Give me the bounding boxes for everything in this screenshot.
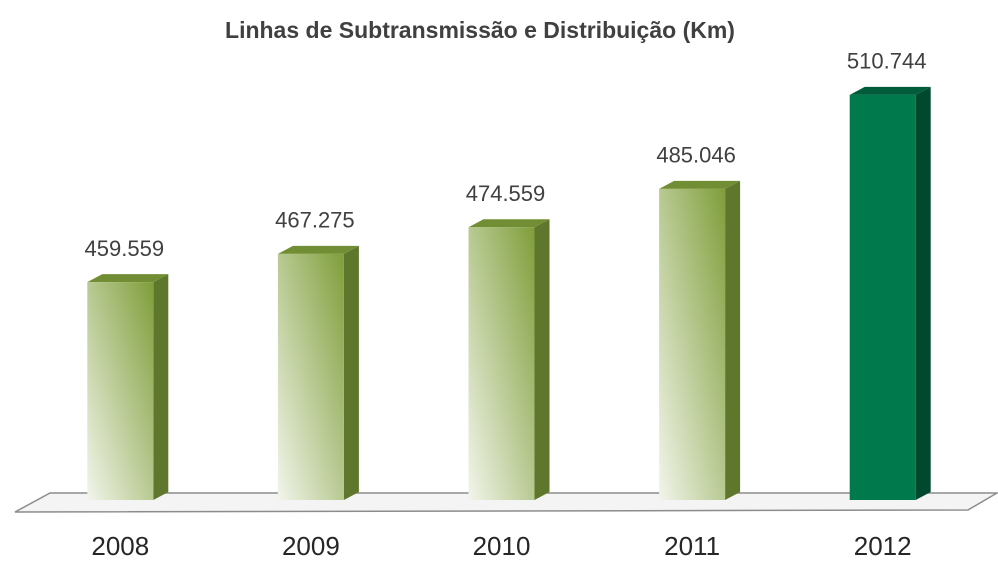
value-label: 459.559 bbox=[85, 236, 165, 261]
chart-title: Linhas de Subtransmissão e Distribuição … bbox=[225, 17, 735, 43]
x-tick-label: 2010 bbox=[473, 531, 531, 561]
bar-top bbox=[849, 86, 931, 95]
bar-side bbox=[534, 219, 550, 500]
x-tick-label: 2011 bbox=[664, 531, 720, 561]
x-tick-label: 2012 bbox=[854, 531, 912, 561]
x-tick-label: 2009 bbox=[282, 531, 340, 561]
bar bbox=[87, 282, 154, 500]
value-label: 485.046 bbox=[656, 143, 736, 168]
floor bbox=[14, 492, 998, 513]
bar-top bbox=[468, 219, 550, 228]
bar-side bbox=[725, 180, 741, 500]
bar-side bbox=[153, 274, 169, 500]
bar bbox=[849, 94, 916, 500]
value-label: 474.559 bbox=[466, 181, 546, 206]
bar bbox=[468, 227, 535, 500]
value-label: 467.275 bbox=[275, 208, 355, 233]
bar-side bbox=[915, 86, 931, 500]
bar bbox=[277, 253, 344, 500]
bar bbox=[659, 188, 726, 500]
bar-top bbox=[277, 245, 359, 254]
value-label: 510.744 bbox=[847, 49, 927, 74]
bar-top bbox=[659, 180, 741, 189]
bar-side bbox=[343, 245, 359, 500]
bar-top bbox=[87, 274, 169, 283]
x-tick-label: 2008 bbox=[91, 531, 149, 561]
